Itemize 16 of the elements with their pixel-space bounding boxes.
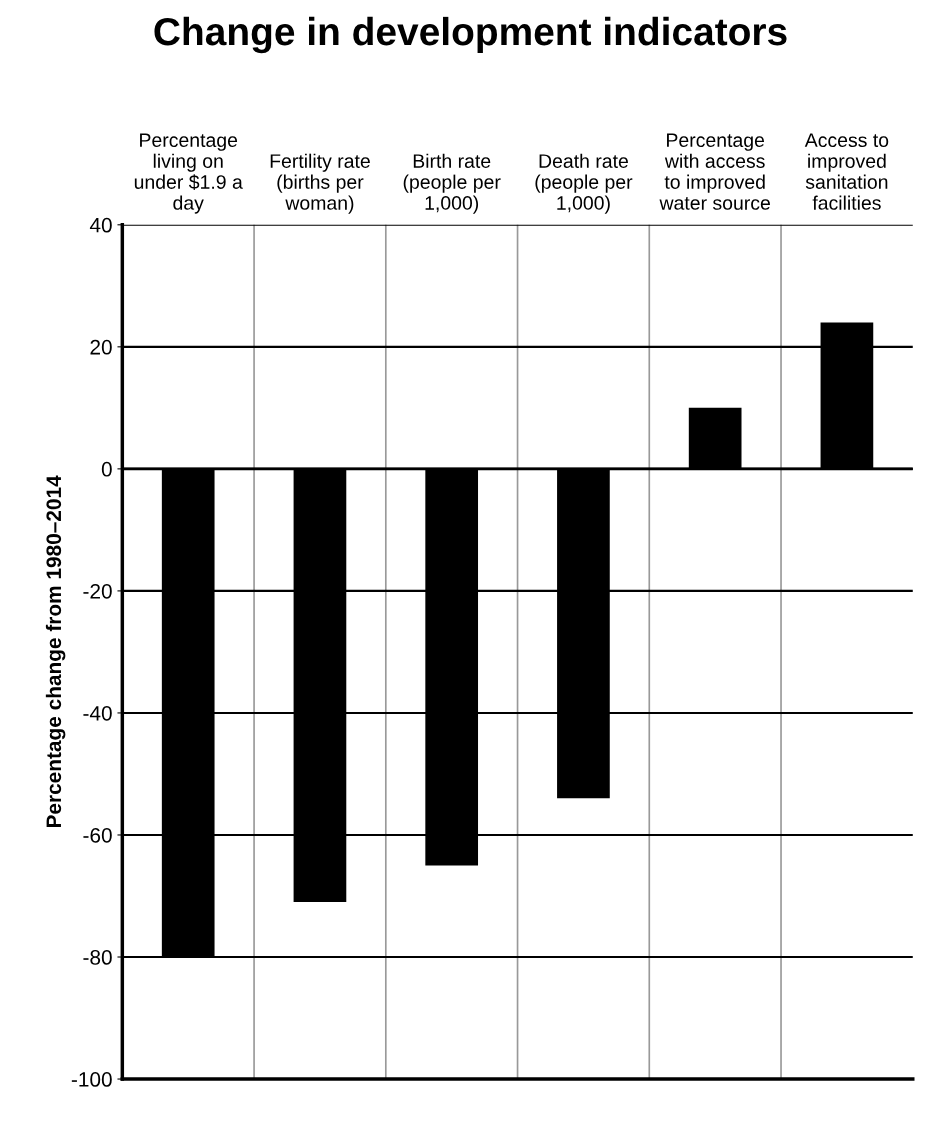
x-tick-label: Percentage living on under $1.9 a day xyxy=(134,133,243,214)
y-tick-label: -20 xyxy=(83,583,112,599)
x-tick-label: Access to improved sanitation facilities xyxy=(804,133,889,210)
x-tick-label: Fertility rate (births per woman) xyxy=(270,153,370,214)
y-tick-label: -60 xyxy=(83,827,112,843)
x-tick-label: Birth rate (people per 1,000) xyxy=(403,153,501,214)
y-tick-label: 0 xyxy=(101,461,112,477)
chart-title: Change in development indicators xyxy=(154,16,787,54)
x-tick-label: Death rate (people per 1,000) xyxy=(535,153,633,214)
y-tick-label: -80 xyxy=(83,950,112,965)
y-tick-label: 20 xyxy=(90,339,112,355)
y-tick-label: 40 xyxy=(89,217,112,233)
y-tick-label: -100 xyxy=(71,1072,112,1087)
y-tick-label: -40 xyxy=(83,705,112,721)
y-axis-title: Percentage change from 1980–2014 xyxy=(45,475,66,828)
x-tick-label: Percentage with access to improved water source xyxy=(659,133,770,210)
